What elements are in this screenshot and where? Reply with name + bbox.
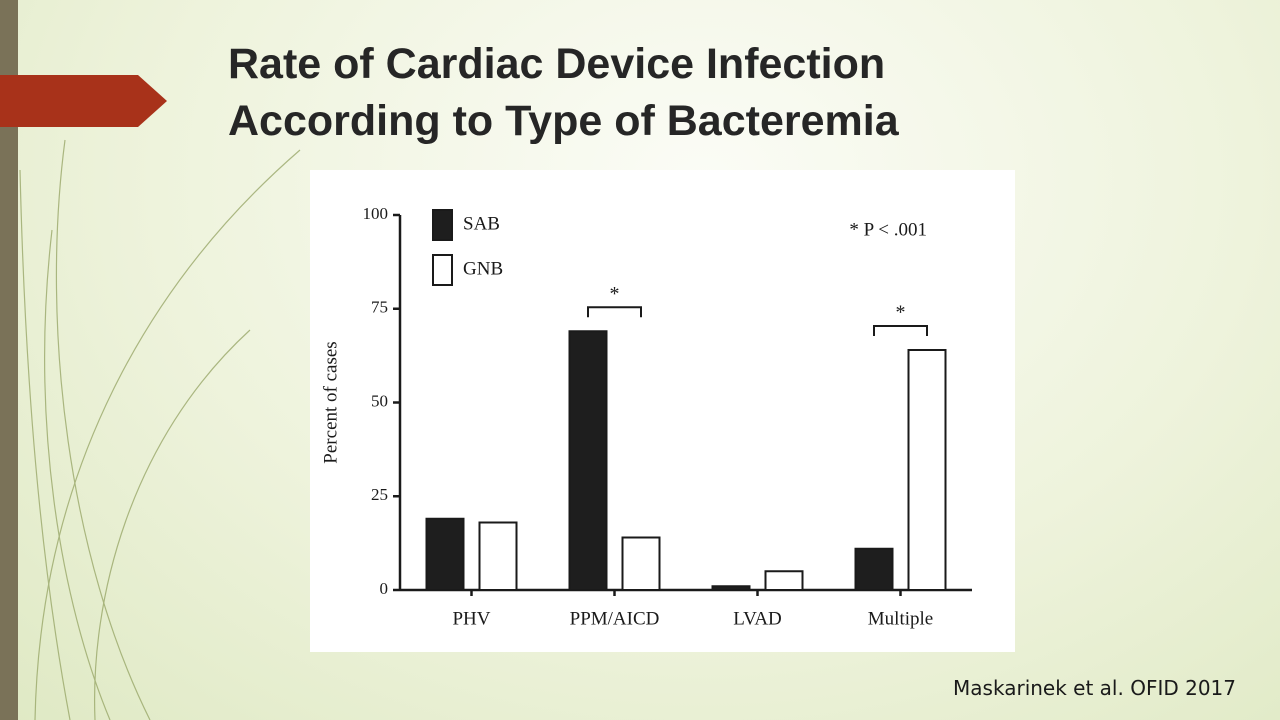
significance-label: * — [610, 283, 620, 305]
chart: 0 25 50 75 100 Percent of cases PHV PPM/AICD * LV… — [310, 170, 1015, 652]
side-strip — [0, 0, 18, 720]
y-tick-label: 0 — [380, 579, 389, 598]
bar — [711, 585, 751, 591]
bar — [568, 330, 608, 591]
y-axis-label: Percent of cases — [320, 341, 341, 463]
bar — [478, 521, 518, 591]
y-tick-label: 25 — [371, 485, 388, 504]
y-tick-label: 100 — [363, 204, 389, 223]
curves — [19, 139, 301, 720]
x-tick-label: PHV — [452, 608, 490, 629]
significance-bracket — [587, 306, 642, 318]
arrow — [0, 75, 167, 127]
bar — [621, 536, 661, 591]
significance-label: * — [896, 302, 906, 324]
significance-bracket — [873, 325, 928, 336]
x-tick-label: PPM/AICD — [570, 608, 660, 629]
legend-label: SAB — [463, 213, 500, 234]
bar — [907, 349, 947, 591]
bar — [764, 570, 804, 591]
x-tick-label: LVAD — [733, 608, 782, 629]
annotation: * P < .001 — [849, 219, 927, 240]
bar — [425, 517, 465, 591]
y-tick-label: 50 — [371, 391, 388, 410]
legend-label: GNB — [463, 258, 503, 279]
legend-swatch — [432, 254, 453, 286]
y-tick-label: 75 — [371, 298, 388, 317]
citation: Maskarinek et al. OFID 2017 — [953, 676, 1236, 700]
bar — [854, 547, 894, 591]
slide-title: Rate of Cardiac Device Infection — [228, 40, 886, 88]
legend-swatch — [432, 209, 453, 241]
x-tick-label: Multiple — [868, 608, 933, 629]
slide-title: According to Type of Bacteremia — [228, 97, 899, 145]
